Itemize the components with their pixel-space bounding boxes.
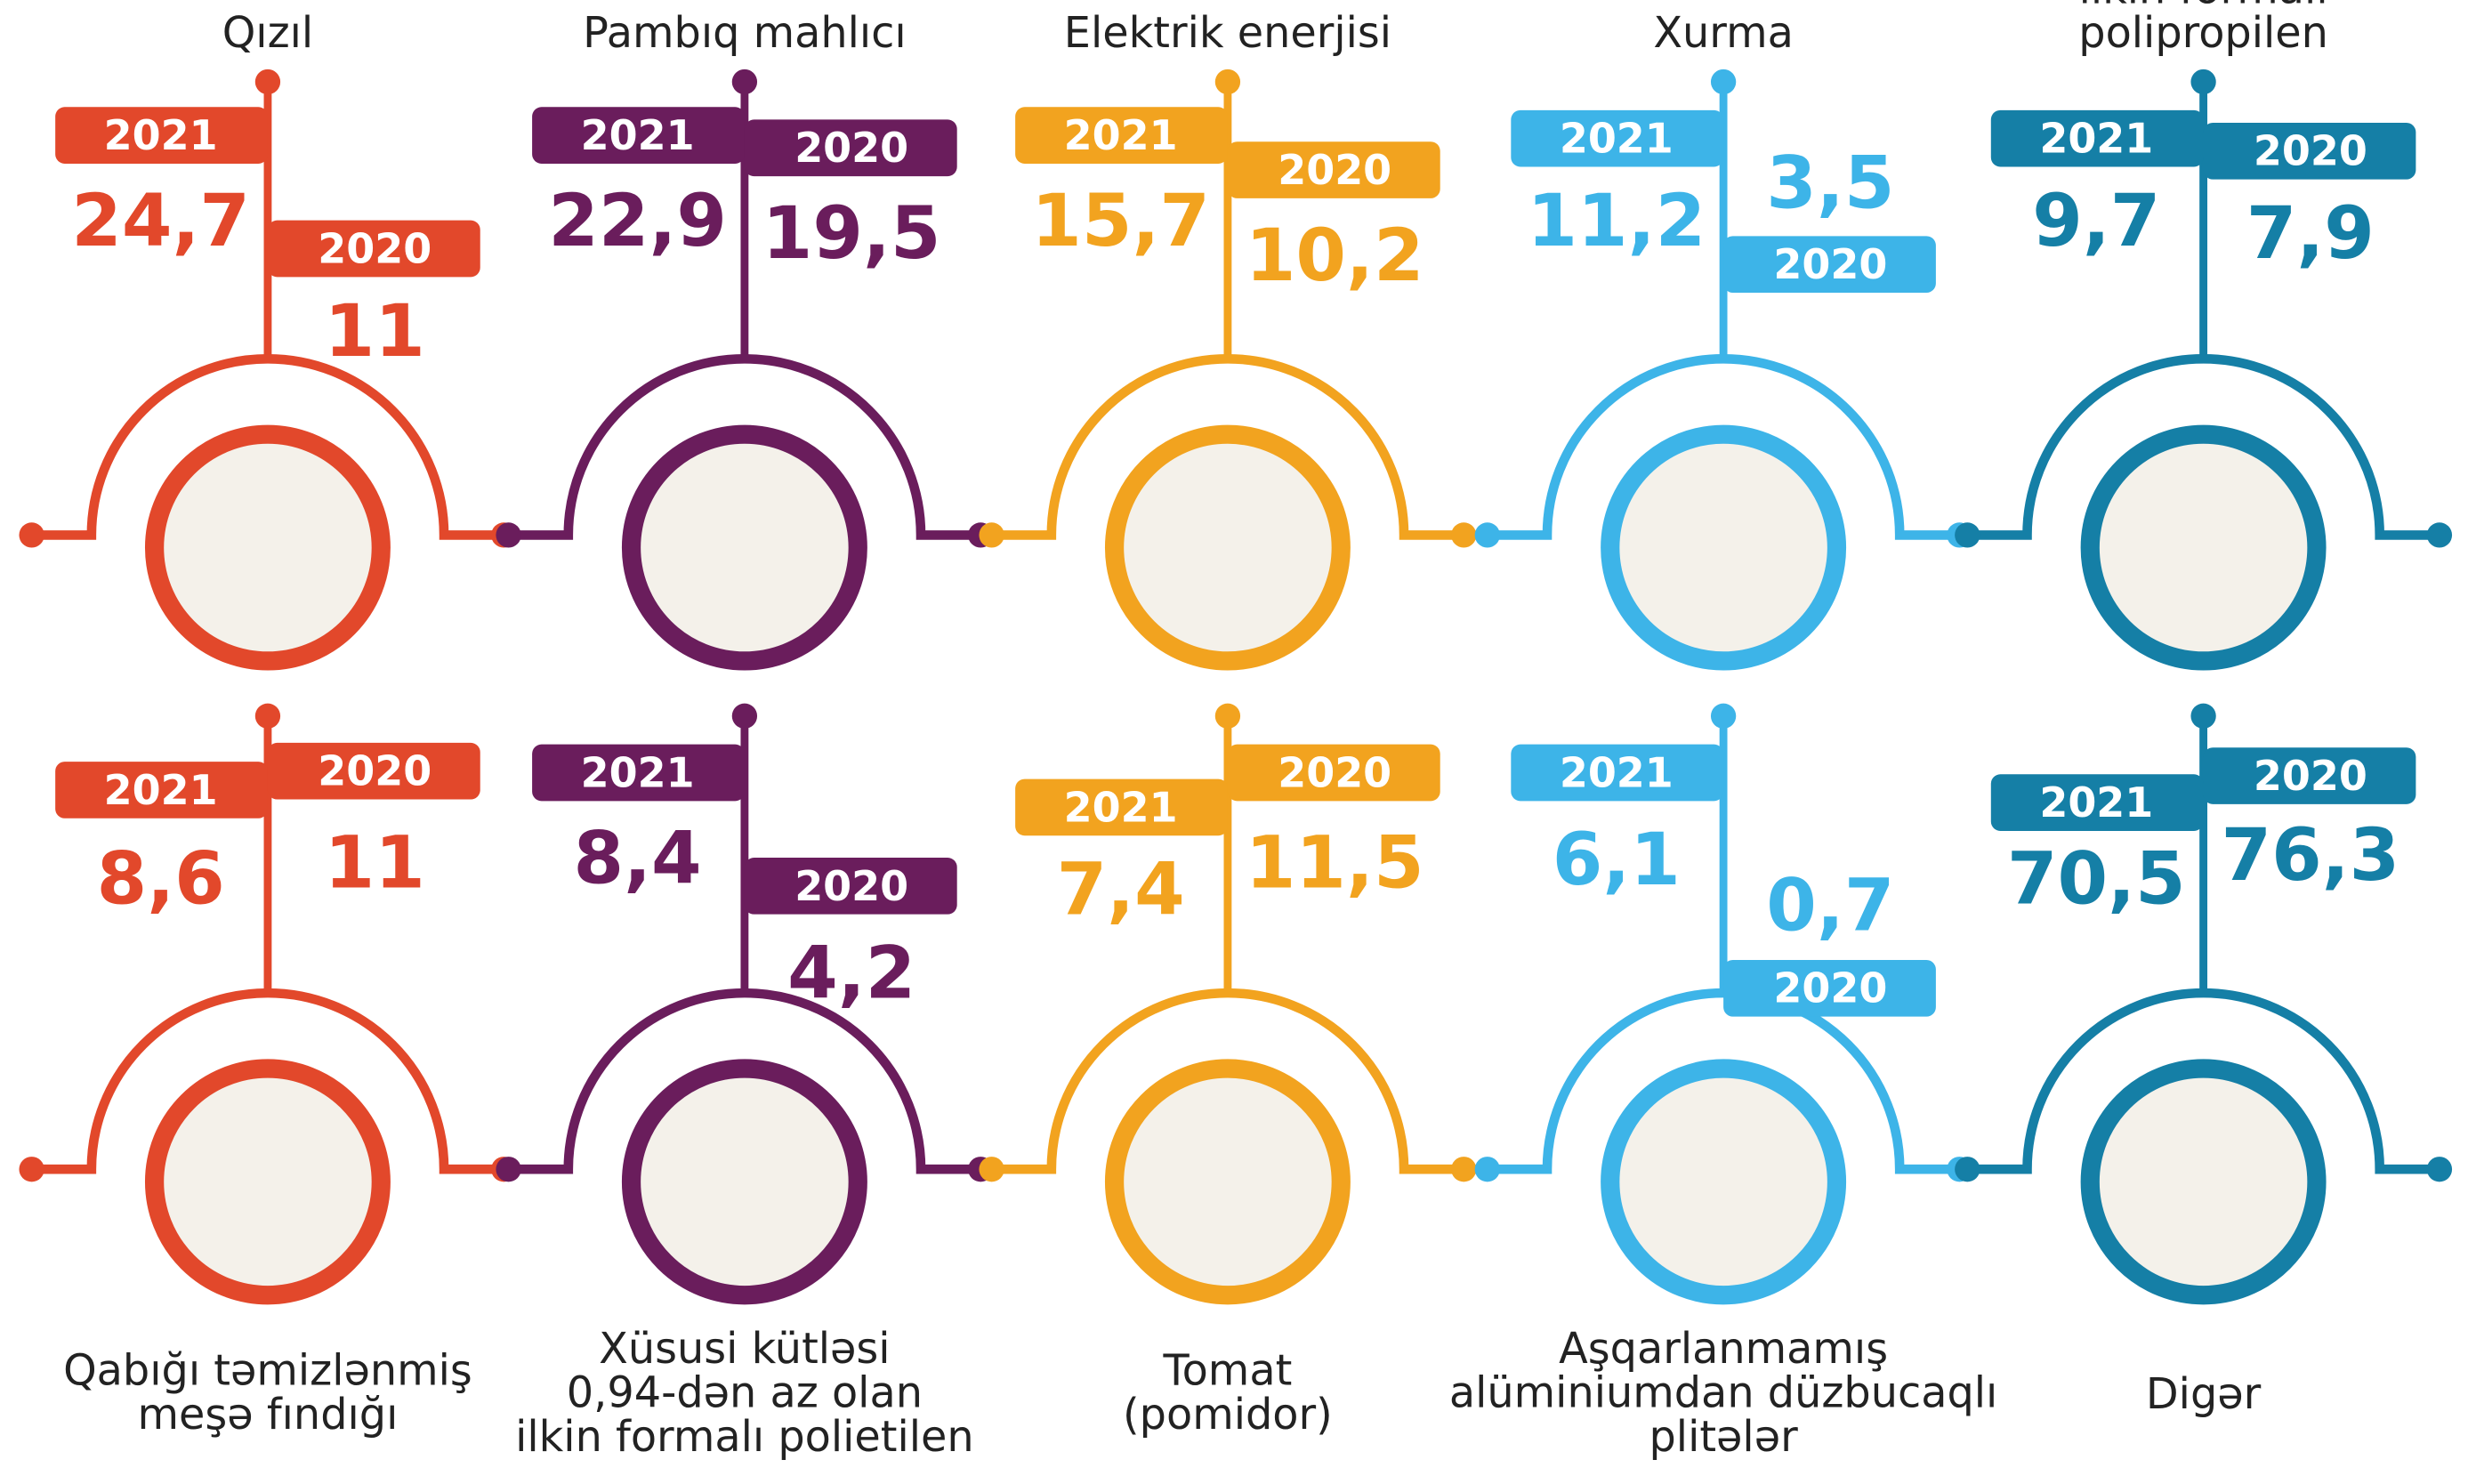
picture-ring [632, 1069, 859, 1295]
tag-2020-label: 2020 [1773, 964, 1887, 1012]
value-2020: 7,9 [2246, 191, 2375, 276]
value-2020: 11 [325, 289, 425, 374]
value-2021: 8,6 [97, 836, 225, 921]
picture-ring [632, 434, 859, 661]
value-2021: 70,5 [2007, 836, 2186, 921]
tag-2020-label: 2020 [1278, 748, 1391, 796]
dot [1711, 704, 1736, 729]
tag-2020-label: 2020 [794, 862, 908, 910]
dot [1451, 522, 1476, 547]
value-2021: 15,7 [1031, 179, 1210, 263]
item-label: Aşqarlanmamış [1559, 1325, 1888, 1374]
item-label: meşə fındığı [138, 1391, 399, 1440]
dot [19, 1157, 44, 1182]
tag-2021-label: 2021 [104, 111, 218, 159]
item-label: Qabığı təmizlənmiş [63, 1347, 472, 1396]
value-2021: 6,1 [1553, 818, 1681, 902]
value-2020: 4,2 [787, 931, 915, 1015]
tag-2020-label: 2020 [794, 124, 908, 172]
item-label: Qızıl [222, 9, 313, 58]
dot [1215, 704, 1240, 729]
dot [496, 522, 520, 547]
item-label: Tomat [1163, 1347, 1293, 1396]
dot [2190, 69, 2215, 94]
picture-ring [1610, 434, 1837, 661]
dot [979, 522, 1004, 547]
dot [255, 69, 280, 94]
picture-ring [155, 1069, 382, 1295]
item-label: Xüsusi kütləsi [599, 1325, 890, 1374]
item-label: Elektrik enerjisi [1064, 9, 1391, 58]
item-label: polipropilen [2078, 9, 2328, 58]
value-2021: 9,7 [2032, 179, 2160, 263]
picture-ring [1115, 434, 1342, 661]
tag-2020-label: 2020 [2254, 127, 2367, 175]
dot [1475, 522, 1500, 547]
item-label: alüminiumdan düzbucaqlı [1449, 1368, 1997, 1417]
item-label: (pomidor) [1123, 1391, 1333, 1440]
value-2020: 11 [325, 821, 425, 906]
item-label: 0,94-dən az olan [567, 1368, 923, 1417]
dot [496, 1157, 520, 1182]
item-label: Digər [2146, 1370, 2262, 1419]
item-label: Xurma [1653, 9, 1794, 58]
tag-2020-label: 2020 [318, 224, 431, 272]
dot [1215, 69, 1240, 94]
page: {"years":["2021","2020"], "items":[ {"la… [0, 0, 2468, 1484]
dot [732, 704, 757, 729]
value-2021: 22,9 [548, 179, 727, 263]
dot [2427, 522, 2452, 547]
value-2021: 8,4 [574, 816, 702, 900]
dot [1451, 1157, 1476, 1182]
dot [732, 69, 757, 94]
tag-2020-label: 2020 [1278, 146, 1391, 194]
value-2021: 24,7 [71, 179, 250, 263]
tag-2021-label: 2021 [104, 766, 218, 814]
tag-2021-label: 2021 [581, 111, 695, 159]
dot [1955, 1157, 1980, 1182]
dot [1475, 1157, 1500, 1182]
tag-2021-label: 2021 [1560, 115, 1674, 163]
tag-2021-label: 2021 [1560, 748, 1674, 796]
dot [1955, 522, 1980, 547]
value-2020: 76,3 [2222, 813, 2400, 898]
tag-2021-label: 2021 [1064, 111, 1178, 159]
item-label: Pambıq mahlıcı [583, 9, 907, 58]
dot [255, 704, 280, 729]
value-2020: 10,2 [1246, 214, 1424, 298]
tag-2021-label: 2021 [1064, 783, 1178, 831]
value-2020: 0,7 [1766, 863, 1894, 948]
value-2020: 3,5 [1766, 141, 1894, 225]
tag-2021-label: 2021 [2039, 115, 2153, 163]
picture-ring [2090, 1069, 2317, 1295]
picture-ring [155, 434, 382, 661]
tag-2021-label: 2021 [581, 748, 695, 796]
value-2020: 19,5 [762, 191, 941, 276]
picture-ring [2090, 434, 2317, 661]
dot [979, 1157, 1004, 1182]
tag-2021-label: 2021 [2039, 778, 2153, 827]
value-2021: 11,2 [1527, 179, 1706, 263]
picture-ring [1115, 1069, 1342, 1295]
value-2021: 7,4 [1057, 848, 1185, 932]
dot [2427, 1157, 2452, 1182]
picture-ring [1610, 1069, 1837, 1295]
tag-2020-label: 2020 [2254, 752, 2367, 800]
value-2020: 11,5 [1246, 821, 1424, 906]
infographic: 2021 2020 24,7 11 Qızıl 2021 2020 22,9 19,5 Pambı… [0, 0, 2468, 1484]
dot [1711, 69, 1736, 94]
item-label: plitələr [1649, 1413, 1798, 1462]
dot [19, 522, 44, 547]
tag-2020-label: 2020 [318, 747, 431, 795]
dot [2190, 704, 2215, 729]
item-label: ilkin formalı polietilen [515, 1413, 974, 1462]
tag-2020-label: 2020 [1773, 240, 1887, 288]
